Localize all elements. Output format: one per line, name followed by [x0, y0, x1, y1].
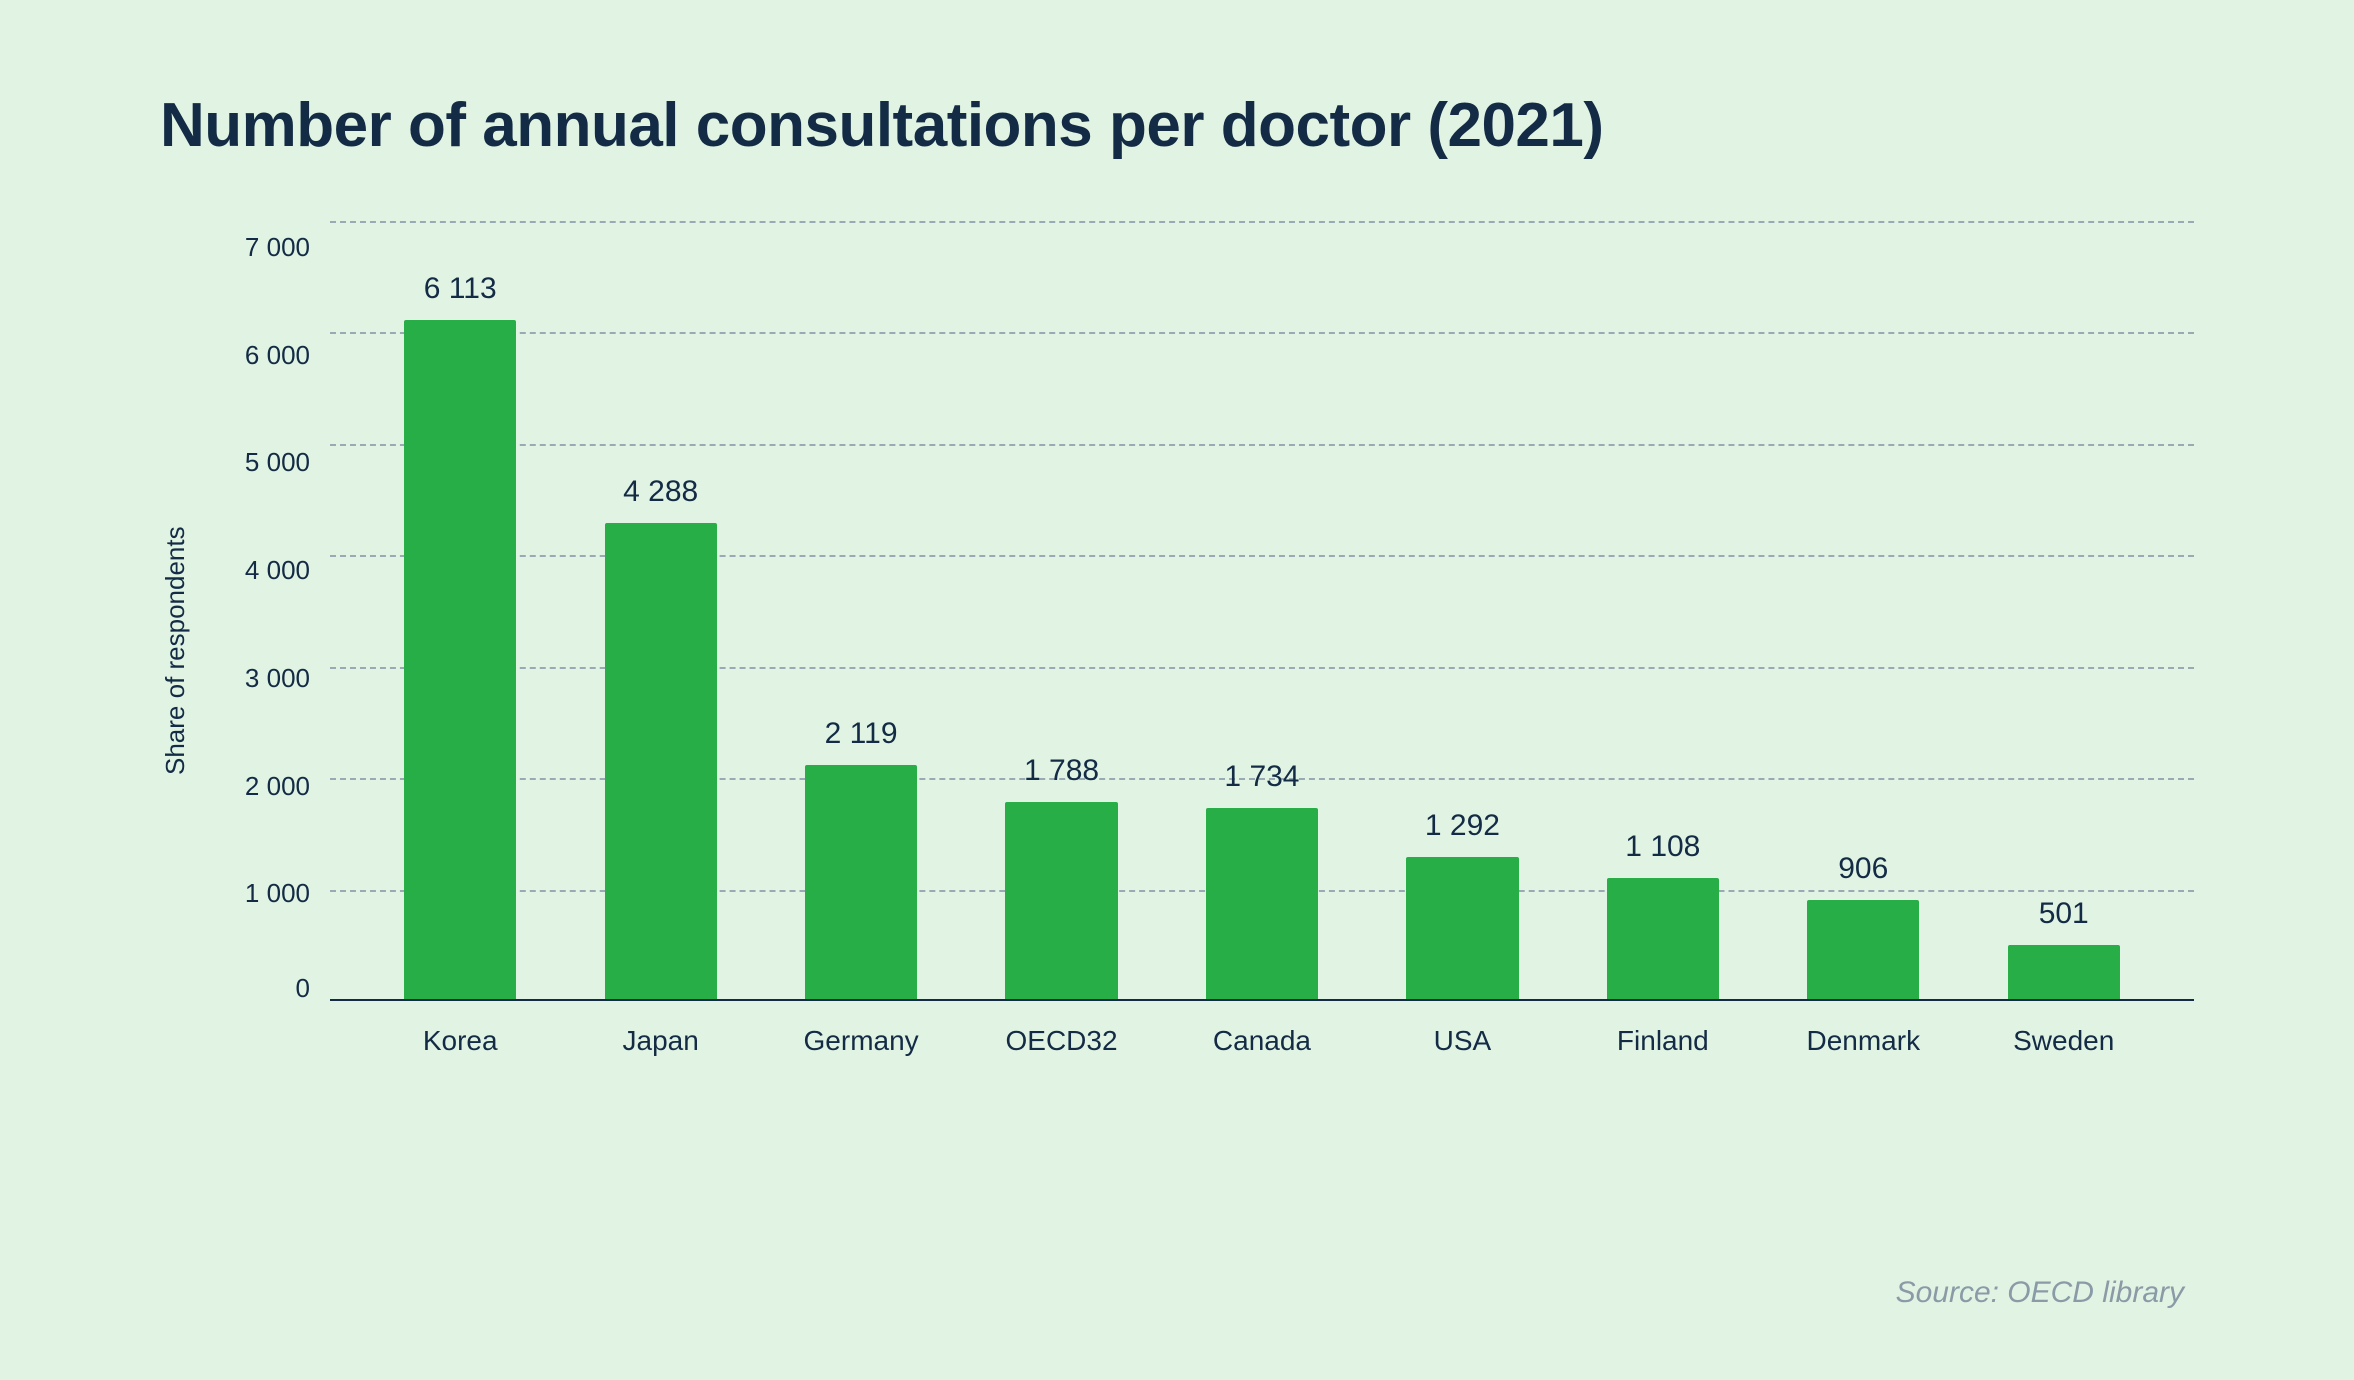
bar-slot: 1 788: [961, 221, 1161, 1001]
chart-canvas: Number of annual consultations per docto…: [0, 0, 2354, 1380]
x-axis-label: Canada: [1162, 1025, 1362, 1057]
bar-value-label: 6 113: [424, 272, 497, 306]
x-axis-label: Finland: [1563, 1025, 1763, 1057]
bar-rect: [2008, 945, 2120, 1001]
bar-rect: [404, 320, 516, 1001]
bar-rect: [1005, 802, 1117, 1001]
bar-value-label: 501: [2039, 897, 2089, 931]
bar-rect: [1807, 900, 1919, 1001]
bar-rect: [1406, 857, 1518, 1001]
bar-slot: 906: [1763, 221, 1963, 1001]
x-axis-label: OECD32: [961, 1025, 1161, 1057]
bar-slot: 4 288: [560, 221, 760, 1001]
bars-container: 6 113 4 288 2 119 1 788 1 734 1 292 1 108 906 50…: [330, 221, 2194, 1001]
x-axis-label: Denmark: [1763, 1025, 1963, 1057]
bar-slot: 1 108: [1563, 221, 1763, 1001]
bar-slot: 1 292: [1362, 221, 1562, 1001]
chart-area: Share of respondents 7 000 6 000 5 000 4 00…: [160, 221, 2194, 1001]
y-axis-label: Share of respondents: [160, 221, 200, 1001]
bar-value-label: 906: [1838, 852, 1888, 886]
y-tick-label: 0: [296, 975, 310, 1001]
bar-value-label: 2 119: [825, 717, 898, 751]
x-axis-line: [330, 999, 2194, 1001]
y-axis-ticks: 7 000 6 000 5 000 4 000 3 000 2 000 1 000 0: [200, 221, 330, 1001]
bar-rect: [805, 765, 917, 1001]
y-tick-label: 4 000: [245, 557, 310, 583]
y-tick-label: 7 000: [245, 234, 310, 260]
bar-rect: [1607, 878, 1719, 1001]
chart-title: Number of annual consultations per docto…: [160, 90, 2194, 161]
bar-value-label: 1 734: [1224, 760, 1299, 794]
y-tick-label: 3 000: [245, 665, 310, 691]
bar-rect: [605, 523, 717, 1001]
x-axis-label: Sweden: [1964, 1025, 2164, 1057]
bar-slot: 2 119: [761, 221, 961, 1001]
bar-slot: 6 113: [360, 221, 560, 1001]
bar-value-label: 4 288: [623, 475, 698, 509]
x-axis-label: Korea: [360, 1025, 560, 1057]
x-axis-label: USA: [1362, 1025, 1562, 1057]
y-tick-label: 5 000: [245, 449, 310, 475]
bar-slot: 501: [1964, 221, 2164, 1001]
source-text: Source: OECD library: [1896, 1276, 2184, 1310]
x-axis-label: Japan: [560, 1025, 760, 1057]
y-tick-label: 2 000: [245, 773, 310, 799]
bar-rect: [1206, 808, 1318, 1001]
y-tick-label: 1 000: [245, 880, 310, 906]
bar-value-label: 1 108: [1625, 830, 1700, 864]
bar-value-label: 1 788: [1024, 754, 1099, 788]
x-axis-labels: KoreaJapanGermanyOECD32CanadaUSAFinlandD…: [330, 1001, 2194, 1057]
x-axis-label: Germany: [761, 1025, 961, 1057]
bar-value-label: 1 292: [1425, 809, 1500, 843]
y-tick-label: 6 000: [245, 342, 310, 368]
plot-area: 6 113 4 288 2 119 1 788 1 734 1 292 1 108 906 50…: [330, 221, 2194, 1001]
bar-slot: 1 734: [1162, 221, 1362, 1001]
